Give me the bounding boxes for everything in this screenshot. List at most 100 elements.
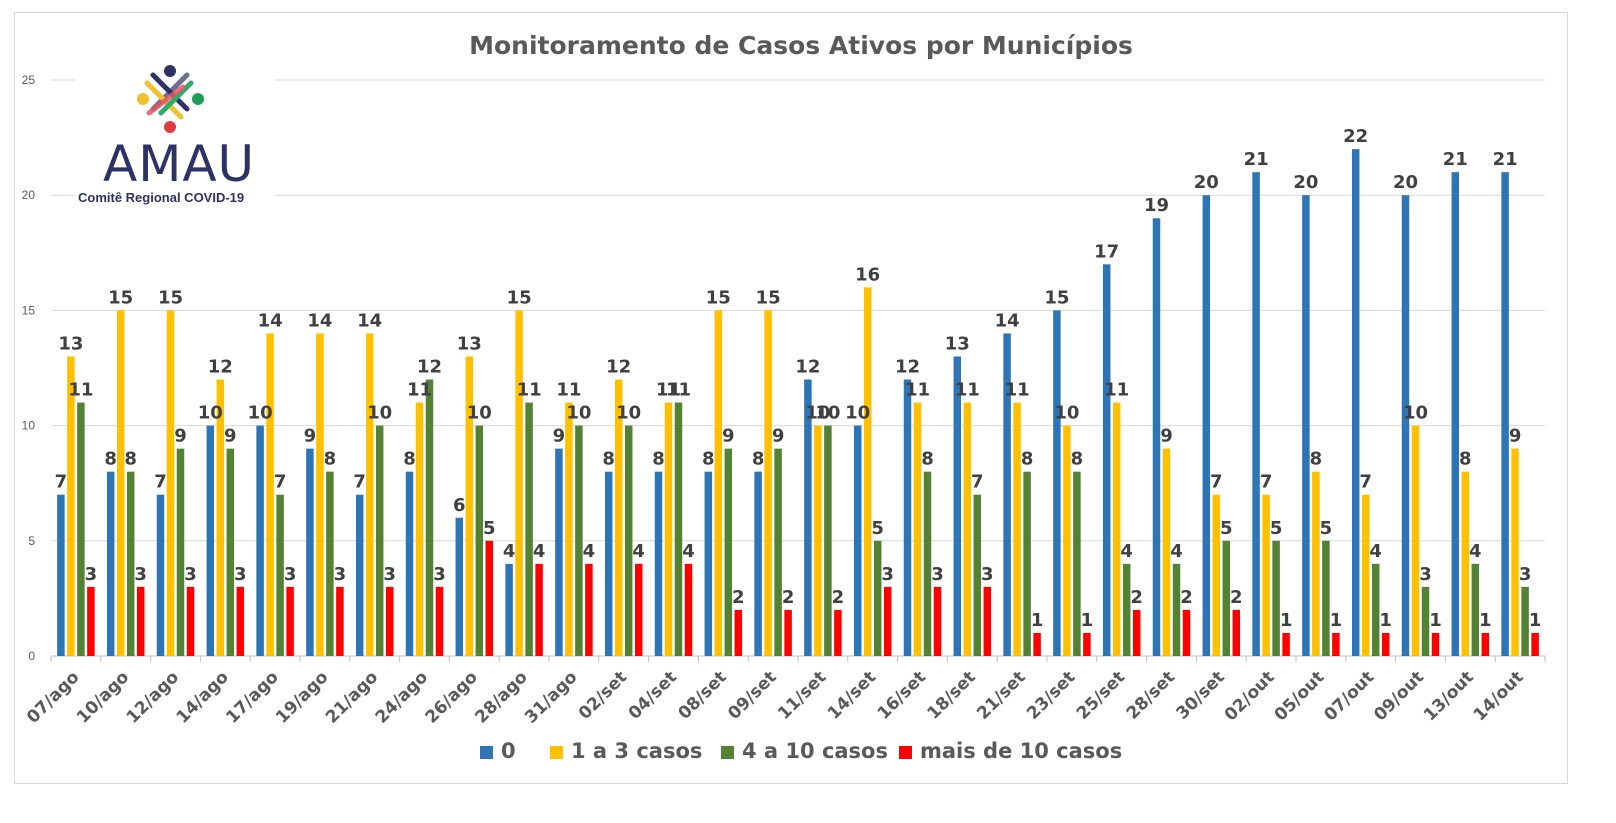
bar-10/ago-0	[106, 471, 115, 656]
data-label: 4	[1120, 541, 1133, 562]
bar-19/ago-2	[326, 471, 334, 656]
x-tick-label: 28/ago	[471, 667, 531, 727]
grid-layer	[50, 79, 1546, 662]
data-label: 8	[1459, 449, 1472, 470]
bars	[57, 149, 1539, 657]
bar-14/out-3	[1531, 632, 1539, 656]
data-label: 8	[702, 449, 715, 470]
bar-14/set-0	[853, 425, 862, 656]
data-label: 11	[955, 380, 980, 401]
people-icon	[137, 65, 204, 133]
bar-11/set-2	[824, 425, 832, 656]
bar-23/set-3	[1083, 632, 1091, 656]
data-label: 7	[55, 472, 68, 493]
data-label: 4	[632, 541, 645, 562]
bar-18/set-0	[953, 356, 962, 656]
bar-02/set-1	[614, 379, 623, 656]
data-label: 7	[274, 472, 287, 493]
data-label: 8	[1071, 449, 1084, 470]
data-label: 8	[1021, 449, 1034, 470]
data-label: 8	[752, 449, 765, 470]
bar-09/out-0	[1401, 195, 1410, 656]
bar-31/ago-3	[585, 563, 593, 656]
data-label: 1	[1529, 610, 1542, 631]
bar-14/set-2	[873, 540, 882, 656]
bar-30/set-3	[1232, 609, 1241, 656]
bar-02/set-3	[634, 563, 643, 656]
x-tick-label: 18/set	[924, 667, 980, 723]
data-label: 13	[58, 333, 83, 354]
bar-07/ago-1	[67, 356, 75, 656]
bar-02/out-1	[1262, 494, 1270, 656]
bar-09/set-3	[784, 609, 792, 656]
bar-30/set-2	[1222, 540, 1231, 656]
bar-02/out-0	[1252, 172, 1260, 656]
data-label: 9	[722, 426, 735, 447]
bar-26/ago-2	[475, 425, 484, 656]
bar-28/set-2	[1172, 563, 1181, 656]
bar-19/ago-1	[316, 333, 324, 656]
bar-13/out-3	[1481, 632, 1490, 656]
data-label: 5	[1220, 518, 1233, 539]
data-label: 21	[1493, 149, 1518, 170]
bar-31/ago-2	[575, 425, 583, 656]
data-label: 10	[1403, 403, 1428, 424]
bar-13/out-0	[1451, 172, 1460, 656]
data-label: 2	[732, 587, 745, 608]
logo-name: AMAU	[103, 135, 255, 193]
chart-frame: Monitoramento de Casos Ativos por Municí…	[14, 12, 1568, 784]
legend-label: 0	[501, 739, 516, 763]
bar-07/out-3	[1381, 632, 1390, 656]
data-label: 14	[357, 310, 382, 331]
data-label: 15	[1044, 287, 1069, 308]
x-tick-label: 26/ago	[422, 667, 482, 727]
data-label: 2	[1180, 587, 1193, 608]
bar-02/out-2	[1272, 540, 1280, 656]
x-tick-label: 02/out	[1221, 667, 1279, 725]
bar-28/set-0	[1152, 218, 1161, 657]
x-tick-label: 14/out	[1470, 667, 1528, 725]
legend-label: 4 a 10 casos	[742, 739, 888, 763]
bar-30/set-1	[1212, 494, 1221, 656]
data-label: 9	[1509, 426, 1522, 447]
bar-10/ago-3	[136, 586, 145, 656]
data-label: 3	[981, 564, 994, 585]
data-label: 11	[407, 380, 432, 401]
data-label: 5	[871, 518, 884, 539]
bar-09/set-0	[754, 471, 762, 656]
bar-09/set-1	[764, 310, 772, 656]
bar-26/ago-3	[485, 540, 494, 656]
data-label: 11	[1104, 380, 1129, 401]
x-tick-label: 08/set	[675, 667, 731, 723]
bar-18/set-1	[963, 402, 972, 656]
bar-08/set-2	[724, 448, 733, 656]
legend-swatch	[480, 746, 493, 759]
logo-subtitle: Comitê Regional COVID-19	[78, 190, 244, 205]
data-label: 9	[174, 426, 187, 447]
bar-31/ago-0	[555, 448, 563, 656]
bar-17/ago-0	[256, 425, 264, 656]
data-label: 7	[971, 472, 984, 493]
x-tick-label: 23/set	[1023, 667, 1079, 723]
data-label: 4	[503, 541, 516, 562]
bar-05/out-0	[1302, 195, 1310, 656]
data-label: 8	[324, 449, 337, 470]
data-label: 3	[1519, 564, 1532, 585]
data-label: 1	[1479, 610, 1492, 631]
data-label: 5	[1270, 518, 1283, 539]
data-label: 9	[224, 426, 237, 447]
data-label: 8	[403, 449, 416, 470]
bar-21/ago-1	[365, 333, 374, 656]
bar-12/ago-0	[156, 494, 165, 656]
legend-swatch	[550, 746, 563, 759]
data-label: 8	[921, 449, 934, 470]
data-label: 9	[772, 426, 785, 447]
bar-12/ago-2	[176, 448, 185, 656]
data-label: 7	[1210, 472, 1223, 493]
bar-26/ago-1	[465, 356, 474, 656]
x-tick-label: 16/set	[874, 667, 930, 723]
data-label: 3	[184, 564, 197, 585]
data-label: 15	[507, 287, 532, 308]
legend-label: 1 a 3 casos	[571, 739, 702, 763]
data-label: 13	[457, 333, 482, 354]
